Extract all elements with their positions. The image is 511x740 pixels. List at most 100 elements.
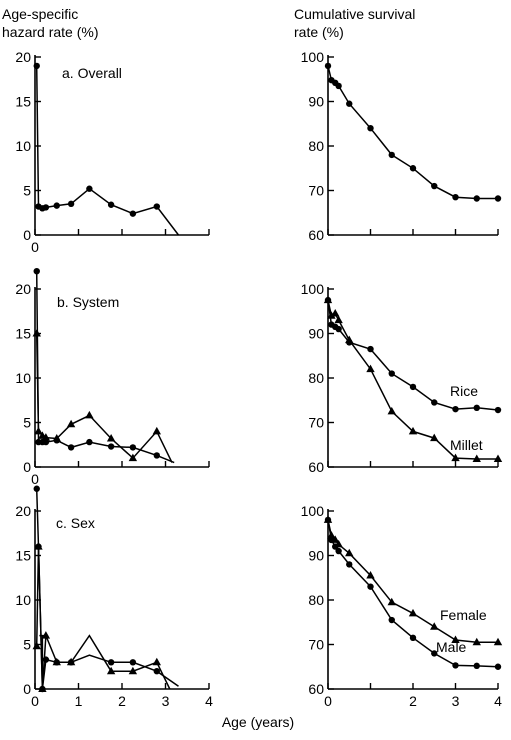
data-point-triangle: [430, 433, 439, 442]
data-point-triangle: [472, 454, 481, 462]
y-tick-label: 60: [308, 681, 324, 697]
x-tick-label: 0: [31, 471, 39, 487]
x-tick-label: 1: [75, 693, 83, 709]
y-tick-label: 0: [23, 459, 31, 475]
y-tick-label: 90: [308, 548, 324, 564]
y-tick-label: 100: [301, 49, 325, 65]
x-tick-label: 0: [31, 239, 39, 255]
x-tick-label: 4: [205, 693, 213, 709]
data-point-triangle: [66, 657, 76, 666]
y-tick-label: 100: [301, 503, 325, 519]
data-point-circle: [473, 404, 480, 412]
panel-survival-system: 60 70 80 90 100 Rice Millet: [301, 281, 503, 475]
data-point-circle: [452, 405, 459, 413]
y-tick-label: 0: [23, 681, 31, 697]
data-point-triangle: [66, 419, 76, 428]
data-point-circle: [153, 452, 160, 459]
series-line: [327, 299, 498, 460]
y-tick-label: 70: [308, 183, 324, 199]
data-point-triangle: [128, 666, 138, 675]
data-point-circle: [473, 195, 480, 202]
y-tick-label: 15: [15, 548, 31, 564]
data-point-circle: [129, 210, 137, 217]
data-point-circle: [388, 370, 395, 377]
data-point-triangle: [327, 311, 336, 319]
data-point-circle: [129, 444, 137, 451]
y-tick-label: 5: [23, 637, 31, 653]
y-tick-label: 20: [15, 503, 31, 519]
data-point-circle: [335, 547, 342, 555]
data-point-circle: [409, 165, 417, 172]
data-point-triangle: [451, 635, 460, 644]
y-tick-label: 20: [15, 49, 31, 65]
y-tick-label: 5: [23, 183, 31, 199]
panel-hazard-overall: 0 5 10 15 20 0 a. Overall: [15, 49, 210, 255]
data-point-triangle: [366, 571, 375, 579]
data-point-triangle: [106, 434, 116, 442]
data-point-triangle: [345, 335, 354, 344]
series-label-male: Male: [436, 639, 467, 655]
data-point-circle: [367, 583, 374, 590]
data-point-circle: [33, 62, 40, 70]
panel-hazard-sex: 0 5 10 15 20 0 1 2 3 4 c. Sex: [15, 485, 213, 709]
y-tick-label: 80: [308, 592, 324, 608]
x-tick-label: 2: [118, 693, 126, 709]
data-point-triangle: [493, 454, 503, 462]
data-point-circle: [107, 659, 115, 666]
x-tick-label: 3: [162, 693, 170, 709]
panel-hazard-system: 0 5 10 15 20 0 b. System: [15, 268, 210, 487]
right-header-line2: rate (%): [294, 24, 344, 40]
y-tick-label: 15: [15, 94, 31, 110]
series-line: [327, 519, 498, 644]
data-point-circle: [107, 443, 115, 450]
data-point-triangle: [327, 530, 336, 539]
data-point-circle: [107, 201, 115, 208]
x-tick-label: 2: [409, 693, 417, 709]
data-point-triangle: [34, 426, 43, 435]
y-tick-label: 15: [15, 326, 31, 342]
y-tick-label: 70: [308, 415, 324, 431]
data-point-circle: [53, 202, 60, 209]
panel-label: b. System: [57, 294, 119, 310]
data-point-triangle: [334, 315, 343, 324]
data-point-circle: [67, 200, 75, 208]
data-point-circle: [153, 203, 160, 210]
data-point-circle: [409, 383, 417, 391]
data-point-circle: [335, 325, 342, 333]
data-point-circle: [367, 125, 374, 132]
data-point-triangle: [408, 426, 418, 435]
series-label-millet: Millet: [450, 437, 483, 453]
data-point-triangle: [323, 295, 333, 304]
data-point-circle: [324, 516, 332, 524]
data-point-triangle: [41, 631, 51, 639]
data-point-circle: [452, 662, 459, 669]
data-point-triangle: [331, 308, 340, 317]
y-tick-label: 60: [308, 227, 324, 243]
series-label-rice: Rice: [450, 383, 478, 399]
data-point-triangle: [85, 410, 94, 419]
data-point-triangle: [34, 542, 43, 550]
data-point-circle: [332, 543, 339, 550]
data-point-circle: [431, 650, 438, 657]
data-point-circle: [86, 438, 93, 446]
y-tick-label: 10: [15, 138, 31, 154]
panel-label: a. Overall: [62, 65, 122, 81]
data-point-triangle: [152, 657, 161, 666]
series-line: [35, 546, 171, 690]
data-point-circle: [67, 444, 75, 451]
data-point-circle: [328, 536, 335, 544]
y-tick-label: 80: [308, 138, 324, 154]
y-tick-label: 10: [15, 370, 31, 386]
y-tick-label: 10: [15, 592, 31, 608]
data-point-circle: [129, 659, 137, 666]
data-point-circle: [346, 561, 353, 568]
data-point-triangle: [408, 608, 418, 617]
data-point-triangle: [430, 622, 439, 630]
data-point-triangle: [52, 657, 61, 666]
data-point-circle: [33, 268, 40, 275]
panel-survival-overall: 60 70 80 90 100: [301, 49, 502, 243]
y-tick-label: 100: [301, 281, 325, 297]
data-point-circle: [409, 634, 417, 642]
y-tick-label: 5: [23, 415, 31, 431]
data-point-triangle: [472, 637, 481, 646]
